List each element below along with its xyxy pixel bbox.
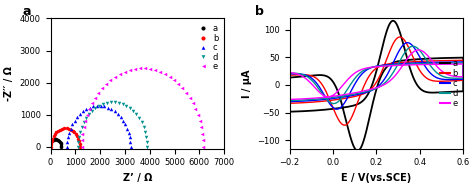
Legend: a, b, c, d, e: a, b, c, d, e — [193, 23, 220, 73]
Y-axis label: I / μA: I / μA — [242, 69, 252, 98]
Text: a: a — [23, 5, 31, 18]
X-axis label: Z’ / Ω: Z’ / Ω — [123, 173, 152, 183]
Text: b: b — [255, 5, 264, 18]
Y-axis label: -Z′′ / Ω: -Z′′ / Ω — [4, 66, 14, 101]
X-axis label: E / V(vs.SCE): E / V(vs.SCE) — [341, 173, 411, 183]
Legend: a, b, c, d, e: a, b, c, d, e — [438, 58, 459, 109]
